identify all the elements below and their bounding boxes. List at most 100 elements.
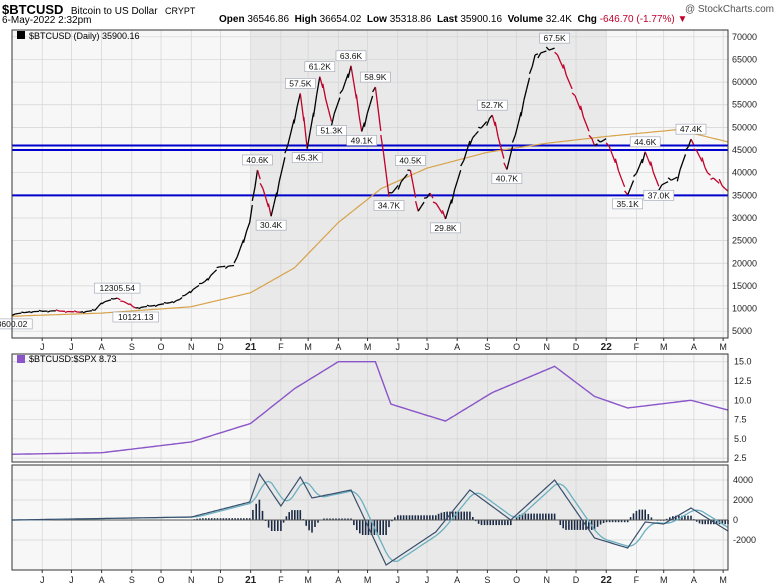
price-segment: [172, 300, 177, 304]
x-tick-label: M: [304, 575, 312, 585]
price-segment: [412, 183, 417, 198]
price-segment: [420, 201, 425, 207]
price-segment: [116, 297, 121, 301]
x-tick-label: A: [99, 342, 105, 352]
price-segment: [287, 132, 292, 146]
price-segment: [528, 66, 533, 75]
price-segment: [511, 134, 516, 143]
price-segment: [129, 303, 134, 307]
x-tick-label: O: [513, 575, 520, 585]
price-y-tick-label: 65000: [732, 54, 757, 64]
price-y-tick-label: 10000: [732, 304, 757, 314]
price-segment: [361, 122, 366, 132]
open-label: Open: [219, 14, 245, 25]
price-segment: [55, 309, 60, 312]
annotation-label: 34.7K: [378, 201, 401, 211]
price-segment: [551, 47, 555, 50]
price-segment: [438, 208, 443, 215]
price-segment: [523, 89, 528, 101]
annotation-label: 35.1K: [617, 199, 640, 209]
price-segment: [265, 197, 270, 208]
last-label: Last: [436, 14, 458, 25]
price-segment: [182, 294, 186, 297]
price-segment: [187, 290, 191, 294]
price-segment: [179, 296, 183, 301]
price-segment: [457, 170, 462, 181]
annotation-box: [395, 155, 426, 166]
price-segment: [216, 266, 220, 269]
price-segment: [189, 288, 194, 294]
price-segment: [236, 248, 241, 258]
price-series-layer: [11, 46, 729, 316]
price-segment: [176, 298, 180, 302]
price-segment: [453, 179, 459, 190]
x-tick-label: A: [691, 342, 697, 352]
price-segment: [233, 256, 238, 264]
price-segment: [414, 201, 419, 212]
price-segment: [562, 64, 567, 76]
price-segment: [600, 139, 604, 143]
price-segment: [483, 121, 488, 126]
x-tick-label: J: [425, 575, 430, 585]
x-tick-label: S: [129, 575, 135, 585]
price-segment: [306, 130, 311, 149]
annotation-label: 45.3K: [296, 153, 319, 163]
price-segment: [82, 310, 87, 314]
x-tick-label: A: [335, 575, 341, 585]
ratio-legend-swatch: [17, 355, 25, 363]
price-segment: [363, 113, 368, 127]
ratio-panel-border: [11, 353, 729, 463]
price-segment: [385, 174, 390, 197]
price-segment: [690, 138, 695, 145]
annotation-box: [612, 198, 643, 210]
price-segment: [574, 95, 579, 104]
price-segment: [582, 116, 587, 125]
price-segment: [251, 187, 256, 202]
price-segment: [426, 192, 431, 198]
price-segment: [138, 306, 142, 310]
x-tick-label: M: [660, 342, 668, 352]
price-segment: [113, 297, 118, 300]
price-segment: [718, 178, 723, 187]
price-segment: [491, 115, 496, 127]
price-segment: [267, 203, 272, 217]
chg-label: Chg: [577, 14, 597, 25]
price-segment: [192, 286, 197, 290]
annotation-box: [291, 152, 323, 163]
price-segment: [682, 154, 687, 163]
price-segment: [293, 106, 298, 124]
x-tick-label: 21: [245, 575, 257, 586]
price-segment: [704, 166, 709, 173]
ratio-line: [11, 361, 729, 455]
price-segment: [330, 113, 335, 126]
x-tick-label: J: [40, 575, 45, 585]
x-tick-label: M: [719, 342, 727, 352]
price-segment: [608, 146, 614, 156]
price-segment: [469, 137, 474, 146]
price-segment: [543, 50, 547, 53]
x-tick-label: J: [69, 342, 74, 352]
x-tick-label: J: [396, 575, 401, 585]
price-y-tick-label: 50000: [732, 122, 757, 132]
ratio-legend-label: $BTCUSD:$SPX 8.73: [29, 354, 117, 364]
brand-watermark[interactable]: @ StockCharts.com: [684, 4, 774, 15]
price-segment: [472, 134, 476, 139]
price-segment: [344, 73, 349, 82]
price-segment: [556, 54, 561, 62]
x-tick-label: A: [335, 342, 341, 352]
x-tick-label: J: [425, 342, 430, 352]
ratio-y-tick-label: 7.5: [734, 415, 747, 425]
price-segment: [327, 110, 333, 122]
price-segment: [275, 180, 281, 197]
price-segment: [435, 203, 440, 209]
price-segment: [397, 181, 402, 190]
price-segment: [303, 116, 308, 149]
price-segment: [204, 278, 209, 282]
price-y-tick-label: 20000: [732, 258, 757, 268]
annotation-label: 51.3K: [320, 125, 343, 135]
price-segment: [478, 126, 482, 129]
x-tick-label: S: [484, 342, 490, 352]
x-tick-label: O: [513, 342, 520, 352]
price-segment: [641, 151, 646, 164]
